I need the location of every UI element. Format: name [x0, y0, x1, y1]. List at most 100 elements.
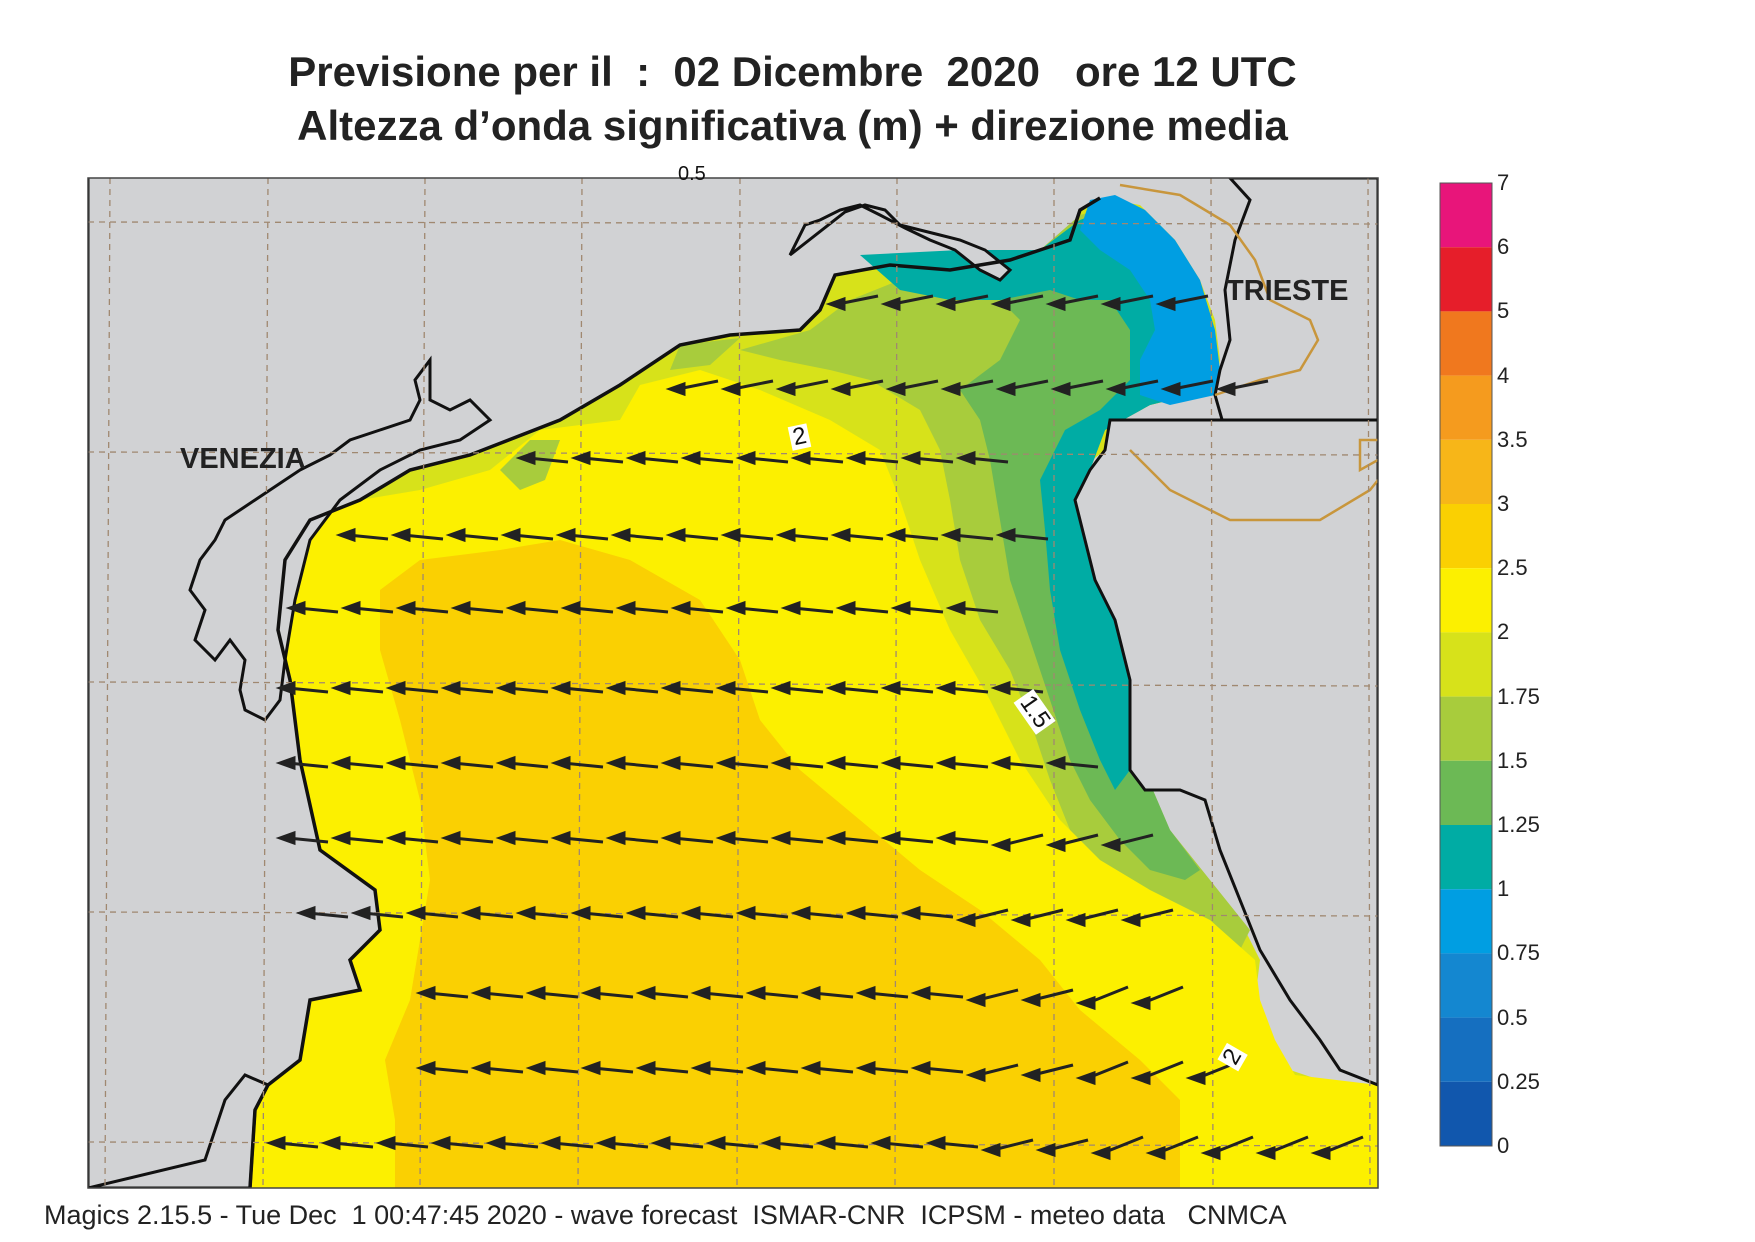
wave-arrow-head	[990, 296, 1011, 312]
wave-arrow-head	[790, 905, 811, 921]
wave-arrow-head	[485, 1135, 506, 1151]
wave-arrow-head	[1145, 1145, 1166, 1161]
map-frame	[87, 177, 1379, 1189]
wave-arrow-head	[880, 755, 901, 771]
legend-tick-label: 1.25	[1497, 812, 1540, 837]
wave-arrow-head	[1010, 912, 1031, 928]
legend-swatch	[1440, 696, 1492, 761]
wave-arrow-head	[665, 381, 686, 397]
wave-arrow-head	[295, 905, 316, 921]
wave-arrow-head	[835, 600, 856, 616]
band-0-75	[1080, 195, 1220, 405]
wave-arrow-head	[495, 830, 516, 846]
wave-arrow-head	[1155, 296, 1176, 312]
legend-tick-label: 0.75	[1497, 940, 1540, 966]
wave-arrow-head	[980, 1142, 1001, 1158]
legend-swatch	[1440, 439, 1492, 504]
wave-arrow-head	[1045, 837, 1066, 853]
wave-arrow-head	[690, 1060, 711, 1076]
wave-arrow-head	[395, 600, 416, 616]
legend-swatch	[1440, 760, 1492, 825]
wave-arrow-head	[570, 905, 591, 921]
north-coast	[788, 203, 1013, 282]
wave-arrow-head	[845, 905, 866, 921]
wave-arrow-head	[285, 600, 306, 616]
legend-swatch	[1440, 183, 1492, 248]
wave-arrow-head	[375, 1135, 396, 1151]
wave-arrow-head	[825, 296, 846, 312]
wave-arrow-head	[660, 755, 681, 771]
wave-arrow-head	[715, 755, 736, 771]
wave-arrow-head	[880, 680, 901, 696]
wave-arrow-head	[935, 296, 956, 312]
legend-tick-label: 4	[1497, 362, 1510, 388]
wave-arrow-head	[330, 755, 351, 771]
wave-arrow-head	[415, 1060, 436, 1076]
wave-arrow-head	[605, 830, 626, 846]
wave-arrow-head	[1215, 381, 1236, 397]
wave-arrow-head	[275, 755, 296, 771]
legend-tick-label: 7	[1497, 170, 1510, 195]
wave-arrow-head	[745, 1060, 766, 1076]
wave-arrow-head	[1130, 1070, 1151, 1086]
wave-arrow-head	[910, 1060, 931, 1076]
wave-arrow-head	[335, 527, 356, 543]
legend-frame	[1439, 182, 1493, 1147]
legend-tick-label: 1.5	[1497, 747, 1528, 773]
wave-arrow-head	[770, 680, 791, 696]
wave-arrow-head	[1100, 837, 1121, 853]
wave-arrow-head	[945, 600, 966, 616]
wave-arrow-head	[495, 755, 516, 771]
wave-arrow-head	[625, 450, 646, 466]
legend-swatch	[1440, 632, 1492, 697]
wave-direction-arrows	[265, 294, 1364, 1161]
wave-arrow-head	[1105, 381, 1126, 397]
wave-arrow-head	[925, 1135, 946, 1151]
wave-arrow-head	[910, 985, 931, 1001]
wave-arrow-head	[500, 527, 521, 543]
legend-swatch	[1440, 1081, 1492, 1146]
wave-arrow-head	[900, 905, 921, 921]
map-area	[88, 178, 1378, 1188]
legend-swatch	[1440, 825, 1492, 890]
wave-arrow-head	[800, 985, 821, 1001]
wave-arrow-head	[1045, 296, 1066, 312]
wave-arrow-head	[495, 680, 516, 696]
wave-arrow-head	[825, 830, 846, 846]
wave-arrow-head	[580, 985, 601, 1001]
wave-arrow-head	[670, 600, 691, 616]
legend-tick-label: 6	[1497, 234, 1510, 260]
wave-arrow-head	[540, 1135, 561, 1151]
wave-arrow-head	[330, 830, 351, 846]
wave-arrow-head	[720, 381, 741, 397]
wave-arrow-head	[965, 992, 986, 1008]
wave-arrow-head	[990, 755, 1011, 771]
wave-arrow-head	[720, 527, 741, 543]
wave-arrow-head	[275, 680, 296, 696]
wave-arrow-head	[555, 527, 576, 543]
wave-arrow-head	[935, 680, 956, 696]
wave-arrow-head	[450, 600, 471, 616]
legend-swatch	[1440, 953, 1492, 1018]
page-title: Previsione per il : 02 Dicembre 2020 ore…	[288, 48, 1297, 95]
wave-arrow-head	[1130, 995, 1151, 1011]
wave-arrow-head	[635, 1060, 656, 1076]
legend-tick-label: 5	[1497, 298, 1510, 324]
wave-arrow-head	[350, 905, 371, 921]
legend-swatch	[1440, 1017, 1492, 1082]
legend-tick-label: 2.5	[1497, 555, 1528, 581]
wave-arrow-head	[440, 830, 461, 846]
wave-arrow-head	[445, 527, 466, 543]
wave-arrow-head	[1065, 912, 1086, 928]
wave-arrow-head	[580, 1060, 601, 1076]
wave-arrow-head	[1310, 1145, 1331, 1161]
wave-arrow-head	[775, 527, 796, 543]
wave-arrow-head	[735, 450, 756, 466]
wave-arrow-head	[885, 527, 906, 543]
wave-arrow-head	[605, 755, 626, 771]
wave-arrow-head	[830, 527, 851, 543]
wave-arrow-head	[660, 680, 681, 696]
wave-arrow-head	[815, 1135, 836, 1151]
legend-swatch	[1440, 311, 1492, 376]
wave-arrow-head	[525, 1060, 546, 1076]
